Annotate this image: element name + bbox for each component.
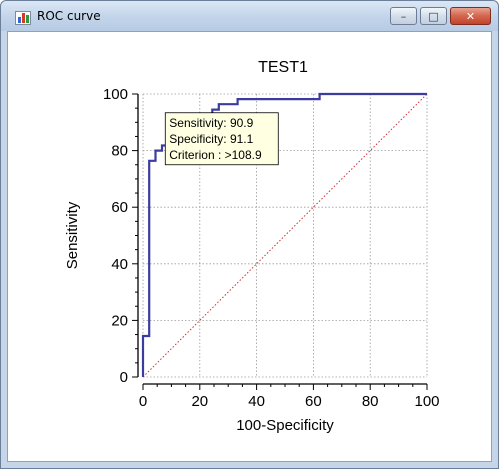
x-tick-label: 20 [191,393,208,410]
reference-diagonal [142,93,428,378]
window-title: ROC curve [37,9,101,23]
axis-ticks: 0 20 40 60 80 100 0 20 40 60 80 100 [103,86,440,410]
y-tick-label: 60 [111,199,128,216]
minimize-icon: – [400,9,407,23]
tooltip-box [164,112,279,166]
x-tick-label: 60 [305,393,322,410]
maximize-icon: □ [428,9,439,23]
criterion-tooltip: Sensitivity: 90.9 Specificity: 91.1 Crit… [164,112,279,166]
x-tick-label: 40 [248,393,265,410]
chart-title: TEST1 [258,59,308,76]
bar-chart-icon [15,11,31,25]
x-tick-label: 80 [362,393,379,410]
y-tick-label: 0 [120,369,128,386]
x-tick-label: 0 [139,393,147,410]
y-tick-label: 100 [103,86,128,103]
tooltip-sensitivity: Sensitivity: 90.9 [169,116,253,130]
y-axis-label: Sensitivity [64,201,81,269]
y-tick-label: 80 [111,143,128,160]
x-tick-label: 100 [414,393,439,410]
roc-chart: TEST1 0 20 40 60 80 100 0 20 40 60 80 100 Sensitivi… [64,59,440,434]
grid [142,93,428,378]
close-button[interactable]: ✕ [450,7,491,25]
close-icon: ✕ [465,9,476,23]
maximize-button[interactable]: □ [420,7,447,25]
title-bar[interactable]: ROC curve – □ ✕ [1,1,498,31]
chart-area: TEST1 0 20 40 60 80 100 0 20 40 60 80 100 Sensitivi… [7,31,492,462]
y-tick-label: 20 [111,312,128,329]
minimize-button[interactable]: – [390,7,417,25]
tooltip-criterion: Criterion : >108.9 [169,148,262,162]
x-axis-label: 100-Specificity [236,417,334,434]
tooltip-specificity: Specificity: 91.1 [169,132,253,146]
y-tick-label: 40 [111,256,128,273]
